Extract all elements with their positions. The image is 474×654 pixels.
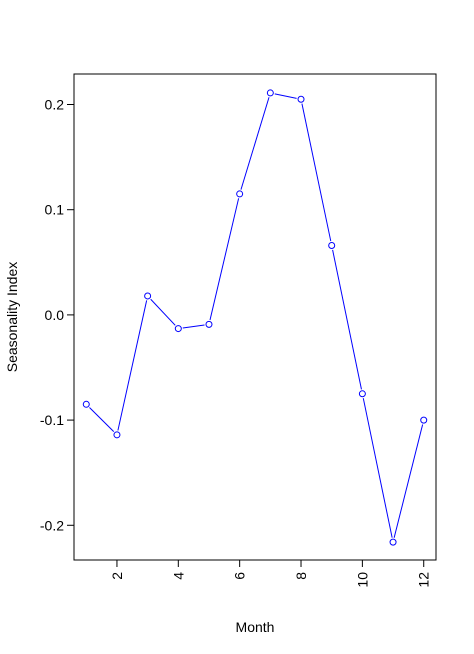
plot-frame [73,73,437,561]
series [82,89,428,546]
series-segment [240,97,270,190]
data-point [328,241,336,249]
y-tick-label: 0.1 [45,202,65,218]
series-segment [150,298,176,326]
data-point [144,292,152,300]
data-point [236,190,244,198]
y-axis-title: Seasonality Index [4,262,20,373]
series-segment [301,103,332,242]
x-tick-label: 2 [109,572,125,580]
data-point [174,325,182,333]
y-tick-label: 0.0 [45,307,65,323]
y-tick-label: -0.2 [40,517,64,533]
x-tick-label: 8 [293,572,309,580]
x-tick-label: 12 [416,572,432,588]
x-tick-label: 10 [354,572,370,588]
series-segment [89,407,115,432]
y-axis: -0.2 -0.1 0.0 0.1 0.2 [40,97,74,533]
y-tick-label: 0.2 [45,97,65,113]
x-axis-title: Month [236,619,275,635]
series-segment [209,198,240,321]
x-axis: 2 4 6 8 10 12 [109,560,432,588]
series-segment [117,300,148,431]
data-point [266,89,274,97]
data-point [420,416,428,424]
data-point [297,95,305,103]
series-segment [362,398,393,538]
data-point [82,400,90,408]
y-tick-label: -0.1 [40,412,64,428]
data-point [389,538,397,546]
data-point [113,431,121,439]
series-segment [274,93,297,99]
x-tick-label: 6 [232,572,248,580]
series-segment [332,249,362,390]
data-point [205,320,213,328]
x-tick-label: 4 [170,572,186,580]
series-segment [393,424,424,538]
data-point [358,390,366,398]
series-segment [182,324,205,329]
